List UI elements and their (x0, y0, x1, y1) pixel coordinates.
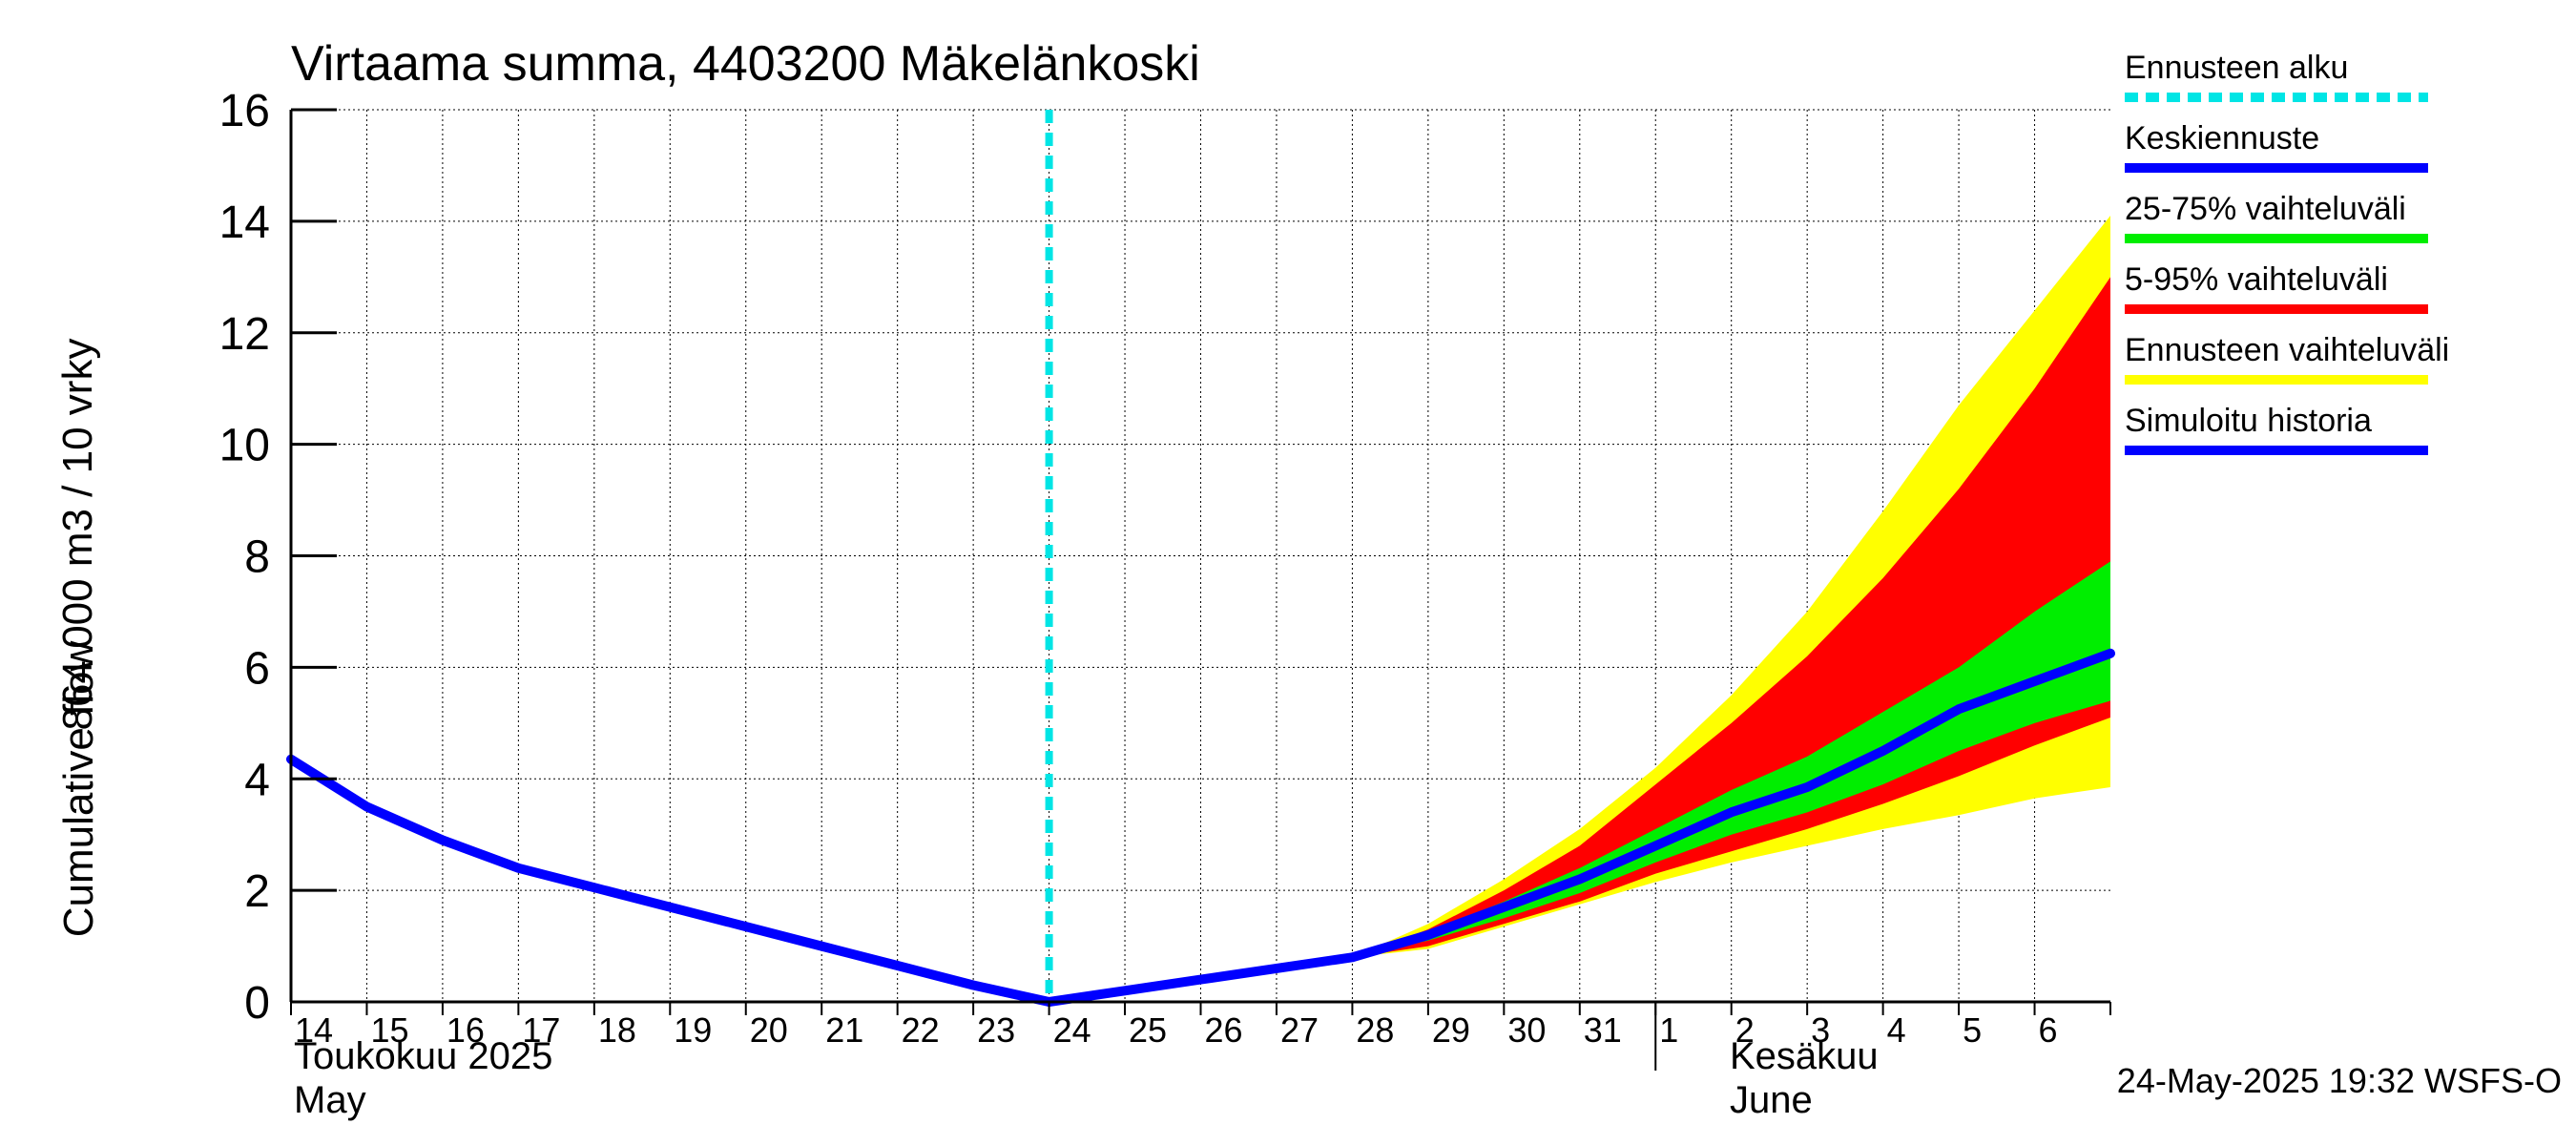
y-tick-label: 0 (244, 978, 270, 1029)
x-tick-label: 17 (522, 1010, 560, 1050)
x-tick-label: 20 (750, 1010, 788, 1050)
band-5-95 (1049, 277, 2110, 1002)
x-tick-label: 4 (1887, 1010, 1906, 1050)
y-tick-label: 4 (244, 755, 270, 805)
y-tick-label: 12 (219, 309, 270, 360)
x-tick-label: 1 (1659, 1010, 1678, 1050)
x-tick-label: 22 (902, 1010, 940, 1050)
chart-title: Virtaama summa, 4403200 Mäkelänkoski (291, 36, 1200, 92)
month-label-june-en: June (1730, 1079, 1813, 1121)
x-tick-label: 6 (2039, 1010, 2058, 1050)
legend-label: Simuloitu historia (2125, 403, 2372, 439)
series-history (286, 754, 1054, 1007)
forecast-bands (1049, 216, 2110, 1002)
x-tick-label: 3 (1811, 1010, 1830, 1050)
grid (291, 109, 2110, 1002)
month-label-june-fi: Kesäkuu (1730, 1035, 1879, 1077)
x-tick-label: 31 (1584, 1010, 1622, 1050)
x-tick-label: 15 (370, 1010, 408, 1050)
y-tick-label: 16 (219, 86, 270, 136)
x-tick-label: 26 (1205, 1010, 1243, 1050)
x-tick-label: 24 (1053, 1010, 1091, 1050)
x-tick-label: 28 (1356, 1010, 1394, 1050)
y-axis-label-line1: 864 000 m3 / 10 vrky (54, 339, 101, 731)
x-tick-label: 29 (1432, 1010, 1470, 1050)
x-tick-label: 5 (1963, 1010, 1982, 1050)
series-median (1044, 648, 2115, 1007)
legend-label: Ennusteen alku (2125, 50, 2348, 86)
x-tick-label: 21 (825, 1010, 863, 1050)
x-tick-label: 14 (295, 1010, 333, 1050)
y-tick-label: 2 (244, 866, 270, 917)
x-tick-label: 18 (598, 1010, 636, 1050)
x-tick-label: 19 (674, 1010, 712, 1050)
legend-label: 25-75% vaihteluväli (2125, 191, 2406, 227)
month-label-may-en: May (294, 1079, 366, 1121)
y-tick-label: 14 (219, 198, 270, 248)
y-tick-label: 8 (244, 532, 270, 583)
y-tick-label: 10 (219, 421, 270, 471)
x-tick-label: 23 (977, 1010, 1015, 1050)
x-tick-label: 2 (1735, 1010, 1755, 1050)
x-tick-label: 27 (1280, 1010, 1319, 1050)
month-label-may-fi: Toukokuu 2025 (294, 1035, 552, 1077)
legend-label: 5-95% vaihteluväli (2125, 261, 2388, 298)
legend: Ennusteen alku Keskiennuste 25-75% vaihtel… (2125, 50, 2449, 455)
y-axis-label-line2: Cumulative flow (55, 641, 102, 938)
y-tick-label: 6 (244, 643, 270, 694)
x-tick-label: 30 (1507, 1010, 1546, 1050)
x-tick-label: 16 (447, 1010, 485, 1050)
series-lines (286, 110, 2115, 1007)
legend-label: Ennusteen vaihteluväli (2125, 332, 2449, 368)
timestamp: 24-May-2025 19:32 WSFS-O (2117, 1061, 2562, 1100)
x-tick-label: 25 (1129, 1010, 1167, 1050)
legend-label: Keskiennuste (2125, 120, 2319, 156)
